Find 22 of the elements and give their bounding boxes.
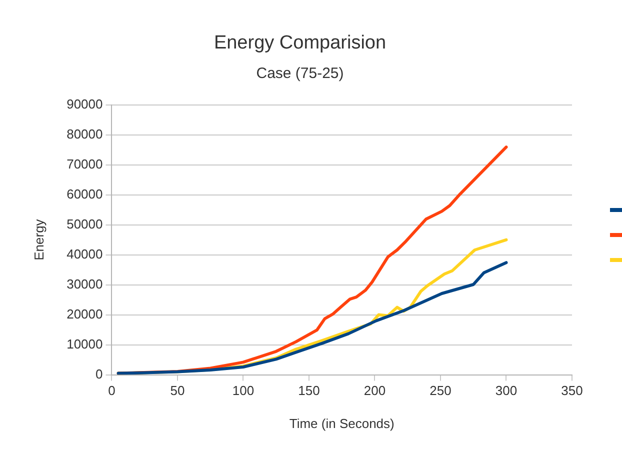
y-tick-label: 70000 xyxy=(66,156,103,172)
x-tick-label: 0 xyxy=(108,383,116,398)
y-tick-label: 40000 xyxy=(66,246,103,262)
y-tick-label: 20000 xyxy=(66,306,103,322)
y-tick-label: 90000 xyxy=(66,96,103,112)
x-tick-label: 250 xyxy=(430,383,452,398)
y-tick-label: 50000 xyxy=(66,216,103,232)
x-axis-title: Time (in Seconds) xyxy=(289,416,394,431)
x-tick-label: 200 xyxy=(364,383,386,398)
y-tick-label: 10000 xyxy=(66,336,103,352)
y-tick-label: 30000 xyxy=(66,276,103,292)
x-tick-label: 300 xyxy=(495,383,518,398)
y-tick-label: 60000 xyxy=(66,186,103,202)
x-tick-label: 100 xyxy=(232,383,254,398)
chart-subtitle: Case (75-25) xyxy=(256,64,344,82)
y-tick-label: 0 xyxy=(96,366,103,382)
y-tick-label: 80000 xyxy=(66,126,103,142)
chart-title: Energy Comparision xyxy=(214,32,386,54)
x-tick-label: 50 xyxy=(170,383,185,398)
x-tick-label: 350 xyxy=(561,383,583,398)
y-axis-title: Energy xyxy=(31,218,46,260)
x-tick-label: 150 xyxy=(298,383,320,398)
